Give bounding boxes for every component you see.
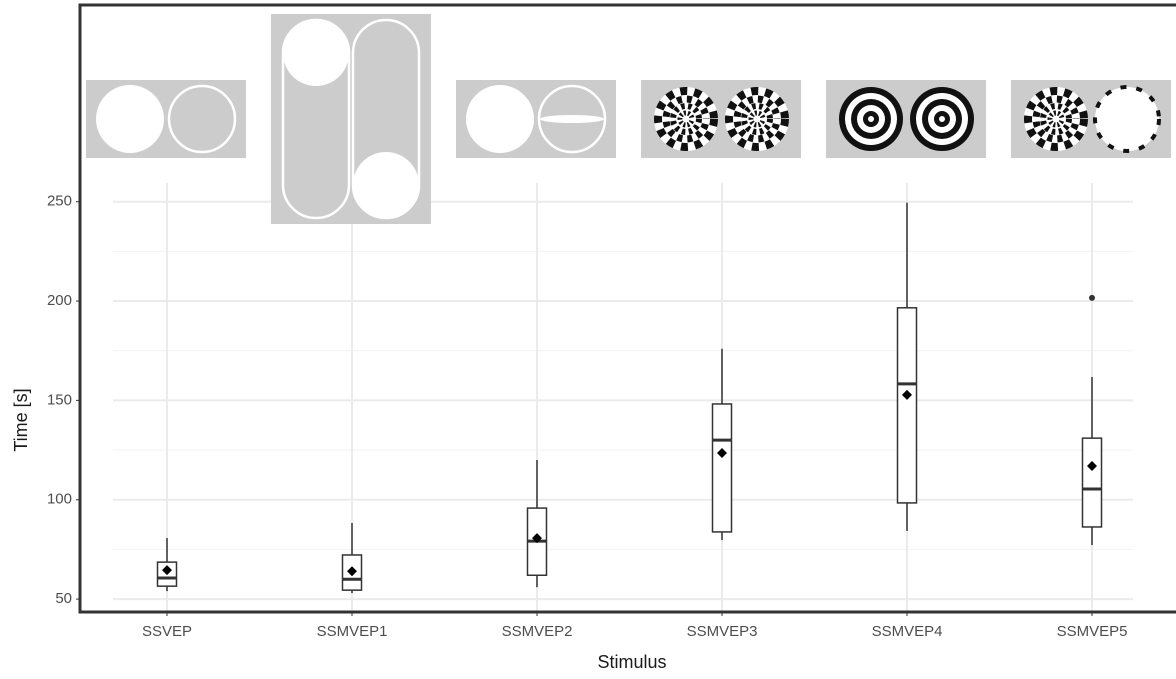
x-tick-label: SSMVEP1: [317, 623, 388, 640]
y-tick-label: 50: [55, 590, 72, 607]
y-tick-label: 100: [47, 491, 72, 508]
y-axis-title: Time [s]: [11, 388, 31, 451]
disc: [466, 85, 534, 153]
x-tick-label: SSMVEP3: [687, 623, 758, 640]
disc: [537, 84, 607, 154]
y-tick-label: 200: [47, 292, 72, 309]
x-tick-label: SSMVEP4: [872, 623, 943, 640]
x-axis-title: Stimulus: [597, 652, 666, 672]
x-tick-label: SSVEP: [142, 623, 192, 640]
box: [1081, 437, 1103, 528]
mean: [532, 533, 542, 544]
mean: [162, 565, 172, 576]
mean: [717, 448, 727, 459]
stimulus-images: [86, 14, 1171, 224]
boxes: [78, 3, 1176, 614]
mean: [1087, 460, 1097, 471]
sparse-checker: [1093, 85, 1161, 153]
disc: [96, 85, 164, 153]
disc: [283, 20, 349, 86]
box: [896, 307, 918, 504]
y-tick-label: 250: [47, 193, 72, 210]
outlier: [1089, 294, 1095, 301]
disc: [167, 84, 237, 154]
x-tick-label: SSMVEP2: [502, 623, 573, 640]
panel-border: [78, 3, 1176, 614]
mean: [902, 389, 912, 400]
ellipse: [540, 115, 604, 123]
x-tick-label: SSMVEP5: [1057, 623, 1128, 640]
y-tick-label: 150: [47, 391, 72, 408]
box: [711, 403, 733, 533]
disc: [353, 152, 419, 218]
mean: [347, 566, 357, 577]
